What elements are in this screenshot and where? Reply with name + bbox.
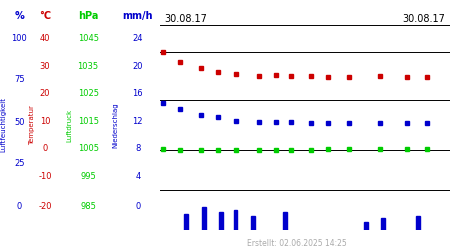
Bar — [364, 222, 368, 230]
Text: Erstellt: 02.06.2025 14:25: Erstellt: 02.06.2025 14:25 — [247, 238, 347, 248]
Text: 1045: 1045 — [77, 34, 99, 43]
Text: 4: 4 — [135, 172, 140, 181]
Text: 30.08.17: 30.08.17 — [165, 14, 207, 24]
Text: 0: 0 — [17, 202, 22, 211]
Text: 0: 0 — [135, 202, 140, 211]
Text: 30: 30 — [40, 62, 50, 71]
Text: 1035: 1035 — [77, 62, 99, 71]
Text: 50: 50 — [14, 118, 24, 127]
Text: 1015: 1015 — [77, 117, 99, 126]
Bar — [219, 212, 223, 230]
Text: 24: 24 — [132, 34, 143, 43]
Text: 12: 12 — [132, 117, 143, 126]
Bar — [234, 210, 238, 230]
Text: hPa: hPa — [78, 11, 98, 21]
Text: Luftdruck: Luftdruck — [66, 108, 72, 142]
Text: Temperatur: Temperatur — [29, 105, 35, 145]
Text: 8: 8 — [135, 144, 140, 153]
Text: 20: 20 — [132, 62, 143, 71]
Text: 40: 40 — [40, 34, 50, 43]
Text: 985: 985 — [80, 202, 96, 211]
Text: 100: 100 — [11, 34, 27, 43]
Bar — [202, 208, 206, 230]
Text: 1025: 1025 — [77, 89, 99, 98]
Text: 20: 20 — [40, 89, 50, 98]
Text: 25: 25 — [14, 159, 24, 168]
Bar — [283, 212, 287, 230]
Text: 10: 10 — [40, 117, 50, 126]
Text: -10: -10 — [38, 172, 52, 181]
Text: 1005: 1005 — [77, 144, 99, 153]
Bar — [416, 216, 420, 230]
Text: °C: °C — [39, 11, 51, 21]
Bar — [184, 214, 188, 230]
Bar — [251, 216, 255, 230]
Text: 30.08.17: 30.08.17 — [403, 14, 446, 24]
Text: 995: 995 — [80, 172, 96, 181]
Bar — [382, 218, 385, 230]
Text: Niederschlag: Niederschlag — [112, 102, 118, 148]
Text: 16: 16 — [132, 89, 143, 98]
Text: %: % — [14, 11, 24, 21]
Text: 75: 75 — [14, 76, 25, 84]
Text: 0: 0 — [42, 144, 48, 153]
Text: Luftfeuchtigkeit: Luftfeuchtigkeit — [0, 98, 6, 152]
Text: -20: -20 — [38, 202, 52, 211]
Text: mm/h: mm/h — [122, 11, 153, 21]
